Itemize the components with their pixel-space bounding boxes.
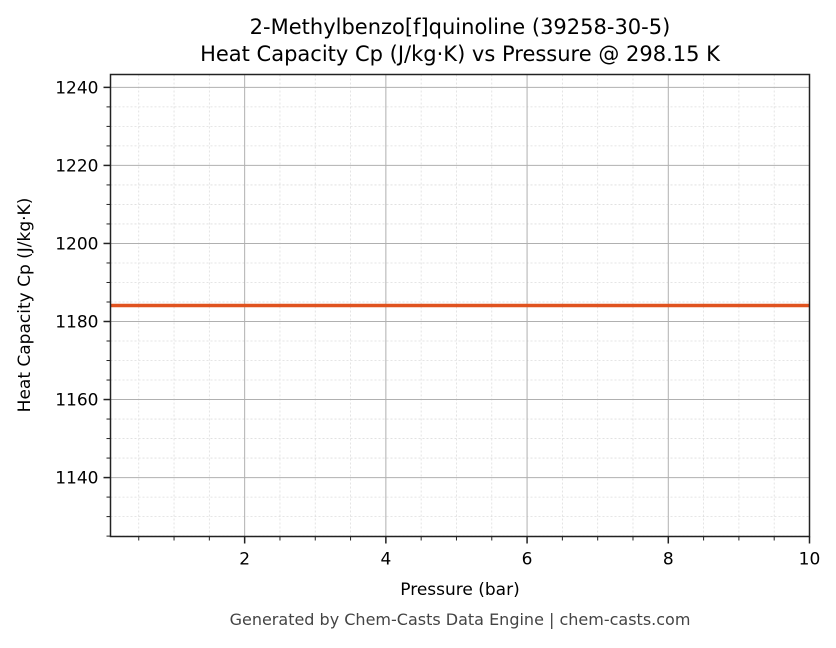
x-tick-label: 4 — [380, 550, 391, 570]
chart-subtitle: Heat Capacity Cp (J/kg·K) vs Pressure @ … — [200, 42, 721, 66]
ticks: 2 4 6 8 10 1140 1160 1180 1200 1220 1240 — [55, 78, 820, 569]
y-tick-label: 1240 — [55, 78, 98, 98]
chart-title: 2-Methylbenzo[f]quinoline (39258-30-5) — [250, 15, 671, 39]
plot-frame — [109, 73, 811, 538]
x-tick-label: 6 — [522, 550, 533, 570]
y-tick-label: 1160 — [55, 391, 98, 411]
y-tick-label: 1220 — [55, 156, 98, 176]
y-axis-label: Heat Capacity Cp (J/kg·K) — [15, 198, 35, 413]
y-tick-label: 1140 — [55, 469, 98, 489]
y-tick-label: 1200 — [55, 234, 98, 254]
footer-credit: Generated by Chem-Casts Data Engine | ch… — [230, 610, 691, 629]
x-tick-label: 8 — [663, 550, 674, 570]
x-axis-label: Pressure (bar) — [400, 580, 519, 600]
x-tick-label: 2 — [239, 550, 250, 570]
x-tick-label: 10 — [799, 550, 821, 570]
y-tick-label: 1180 — [55, 312, 98, 332]
